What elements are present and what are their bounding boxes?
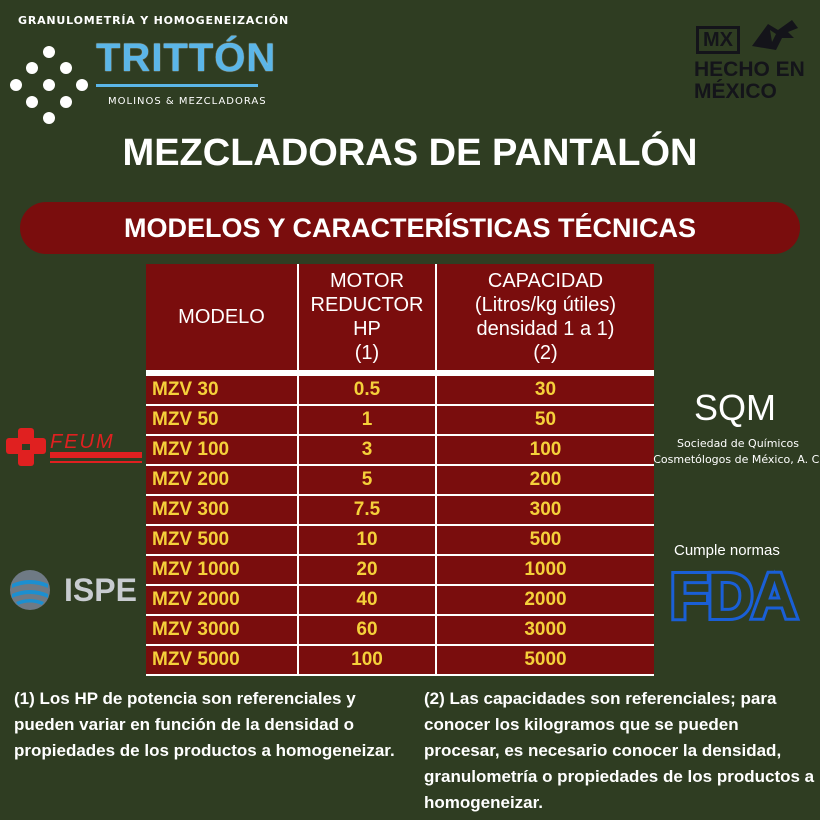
- sqm-logo-icon: SQM: [694, 387, 776, 428]
- header-modelo: MODELO: [146, 264, 298, 370]
- header-line: HP: [353, 318, 381, 340]
- table-row: MZV 2000 40 2000: [146, 585, 654, 616]
- header-capacidad: CAPACIDAD (Litros/kg útiles) densidad 1 …: [435, 264, 654, 370]
- fda-logo-inner-text: FDA: [670, 562, 796, 626]
- hp-cell: 20: [297, 555, 436, 586]
- table-row: MZV 3000 60 3000: [146, 615, 654, 646]
- model-cell: MZV 500: [146, 525, 298, 556]
- hp-cell: 100: [297, 645, 436, 676]
- header-line: densidad 1 a 1): [476, 318, 615, 340]
- divider-cell: [146, 370, 654, 376]
- sqm-logo-text: SQM: [694, 387, 776, 428]
- hecho-en-text: HECHO EN: [694, 58, 805, 81]
- capacity-cell: 300: [435, 495, 654, 526]
- brand-underline: [96, 84, 258, 87]
- model-cell: MZV 50: [146, 405, 298, 436]
- page-title: MEZCLADORAS DE PANTALÓN: [122, 132, 698, 174]
- model-cell: MZV 5000: [146, 645, 298, 676]
- hp-cell: 10: [297, 525, 436, 556]
- table-row: MZV 200 5 200: [146, 465, 654, 496]
- capacity-cell: 200: [435, 465, 654, 496]
- mexico-text: MÉXICO: [694, 80, 777, 103]
- brand-name: TRITTÓN: [96, 36, 277, 80]
- table-row: MZV 50 1 50: [146, 405, 654, 436]
- hecho-en-mexico-badge: MX HECHO EN MÉXICO: [692, 16, 805, 108]
- hp-cell: 7.5: [297, 495, 436, 526]
- header-line: MOTOR: [329, 270, 405, 292]
- brand-tagline: GRANULOMETRÍA Y HOMOGENEIZACIÓN: [18, 14, 290, 27]
- hp-cell: 0.5: [297, 376, 436, 406]
- brand-subtitle: MOLINOS & MEZCLADORAS: [108, 96, 267, 107]
- capacity-cell: 2000: [435, 585, 654, 616]
- header-line: MODELO: [178, 306, 265, 328]
- model-cell: MZV 2000: [146, 585, 298, 616]
- header-divider: [146, 370, 654, 376]
- sqm-caption: Sociedad de Químicos Cosmetólogos de Méx…: [650, 436, 820, 468]
- table-row: MZV 5000 100 5000: [146, 645, 654, 676]
- brand-dots-logo-icon: [10, 46, 88, 124]
- table-row: MZV 300 7.5 300: [146, 495, 654, 526]
- table-row: MZV 500 10 500: [146, 525, 654, 556]
- fda-logo-text: FDA: [670, 562, 796, 626]
- hp-cell: 5: [297, 465, 436, 496]
- model-cell: MZV 1000: [146, 555, 298, 586]
- ispe-globe-icon: [10, 570, 50, 610]
- specs-table: MODELO MOTOR REDUCTOR HP (1) CAPACIDAD (…: [146, 264, 654, 676]
- ispe-logo-text: ISPE: [64, 572, 137, 608]
- header-line: (1): [354, 342, 380, 364]
- capacity-cell: 50: [435, 405, 654, 436]
- table-header-row: MODELO MOTOR REDUCTOR HP (1) CAPACIDAD (…: [146, 264, 654, 370]
- hp-cell: 40: [297, 585, 436, 616]
- hp-cell: 1: [297, 405, 436, 436]
- mx-label: MX: [696, 26, 740, 54]
- model-cell: MZV 3000: [146, 615, 298, 646]
- capacity-cell: 100: [435, 435, 654, 466]
- capacity-cell: 5000: [435, 645, 654, 676]
- model-cell: MZV 100: [146, 435, 298, 466]
- model-cell: MZV 300: [146, 495, 298, 526]
- hp-cell: 60: [297, 615, 436, 646]
- feum-logo-text: FEUM: [50, 431, 115, 453]
- capacity-cell: 500: [435, 525, 654, 556]
- table-row: MZV 30 0.5 30: [146, 376, 654, 406]
- feum-logo-icon: FEUM: [6, 428, 142, 466]
- hp-cell: 3: [297, 435, 436, 466]
- footnote-hp: (1) Los HP de potencia son referenciales…: [14, 689, 395, 760]
- model-cell: MZV 200: [146, 465, 298, 496]
- fda-logo-icon: FDA FDA: [668, 562, 801, 626]
- capacity-cell: 1000: [435, 555, 654, 586]
- eagle-icon: [752, 20, 798, 50]
- sqm-caption-line: Cosmetólogos de México, A. C.: [653, 453, 820, 466]
- header-line: REDUCTOR: [310, 294, 424, 316]
- fda-compliance-label: Cumple normas: [674, 542, 780, 559]
- model-cell: MZV 30: [146, 376, 298, 406]
- header-line: CAPACIDAD: [487, 270, 604, 292]
- footnote-capacity: (2) Las capacidades son referenciales; p…: [424, 689, 815, 812]
- header-line: (Litros/kg útiles): [474, 294, 617, 316]
- header-motor: MOTOR REDUCTOR HP (1): [297, 264, 436, 370]
- sqm-caption-line: Sociedad de Químicos: [677, 437, 799, 450]
- capacity-cell: 3000: [435, 615, 654, 646]
- table-row: MZV 1000 20 1000: [146, 555, 654, 586]
- header-line: (2): [533, 342, 558, 364]
- section-banner: MODELOS Y CARACTERÍSTICAS TÉCNICAS: [20, 202, 800, 254]
- capacity-cell: 30: [435, 376, 654, 406]
- table-row: MZV 100 3 100: [146, 435, 654, 466]
